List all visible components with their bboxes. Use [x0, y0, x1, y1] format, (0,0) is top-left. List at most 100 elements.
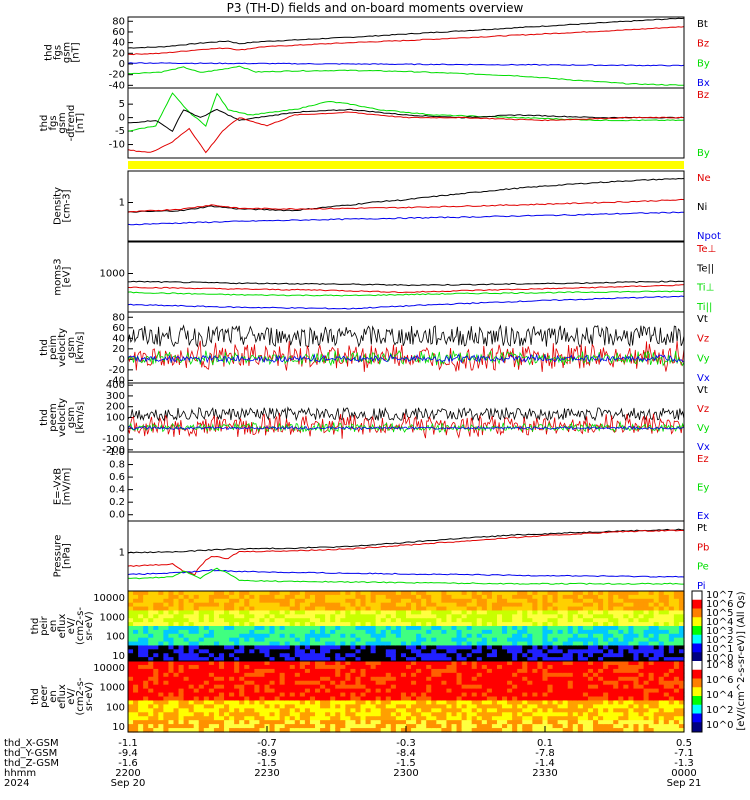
spectrogram-cell: [128, 618, 134, 623]
spectrogram-cell: [133, 664, 139, 670]
spectrogram-cell: [158, 688, 164, 694]
spectrogram-cell: [390, 633, 397, 639]
spectrogram-cell: [557, 622, 564, 627]
spectrogram-cell: [234, 598, 240, 604]
spectrogram-cell: [360, 645, 367, 650]
y-axis-label: sr-eV): [84, 682, 95, 711]
spectrogram-cell: [203, 676, 210, 682]
spectrogram-cell: [456, 641, 463, 647]
spectrogram-cell: [618, 688, 624, 694]
legend-Pe: Pe: [697, 562, 709, 573]
spectrogram-cell: [395, 629, 402, 635]
spectrogram-cell: [618, 728, 624, 733]
series-By: [127, 65, 684, 86]
spectrogram-cell: [294, 680, 301, 686]
spectrogram-cell: [471, 712, 478, 717]
spectrogram-cell: [552, 602, 559, 608]
spectrogram-cell: [345, 704, 351, 709]
legend-Vz: Vz: [697, 404, 709, 415]
spectrogram-cell: [527, 716, 533, 721]
spectrogram-cell: [163, 712, 170, 717]
spectrogram-cell: [476, 696, 483, 702]
spectrogram-cell: [673, 645, 680, 650]
spectrogram-cell: [148, 724, 154, 729]
spectrogram-cell: [603, 645, 609, 650]
spectrogram-cell: [491, 680, 498, 686]
spectrogram-cell: [309, 653, 316, 658]
spectrogram-cell: [451, 680, 458, 686]
spectrogram-cell: [400, 676, 407, 682]
spectrogram-cell: [309, 614, 316, 619]
spectrogram-cell: [507, 626, 513, 631]
spectrogram-cell: [284, 614, 291, 619]
spectrogram-cell: [567, 688, 574, 694]
spectrogram-cell: [547, 720, 554, 725]
spectrogram-cell: [350, 653, 357, 658]
spectrogram-cell: [431, 649, 437, 654]
spectrogram-cell: [431, 637, 437, 643]
spectrogram-cell: [593, 618, 599, 623]
spectrogram-cell: [229, 653, 235, 658]
spectrogram-cell: [274, 704, 281, 709]
spectrogram-cell: [183, 672, 190, 678]
spectrogram-cell: [532, 692, 539, 698]
spectrogram-cell: [678, 680, 685, 686]
spectrogram-cell: [178, 661, 185, 666]
spectrogram-cell: [436, 728, 442, 733]
spectrogram-cell: [613, 680, 619, 686]
spectrogram-cell: [239, 622, 245, 627]
spectrogram-cell: [259, 594, 266, 600]
spectrogram-cell: [663, 602, 670, 608]
spectrogram-cell: [527, 641, 533, 647]
spectrogram-cell: [153, 728, 159, 733]
spectrogram-cell: [345, 684, 351, 690]
spectrogram-cell: [668, 629, 675, 635]
spectrogram-cell: [395, 672, 402, 678]
spectrogram-cell: [431, 708, 437, 713]
spectrogram-cell: [471, 664, 478, 670]
spectrogram-cell: [234, 653, 240, 658]
spectrogram-cell: [502, 598, 508, 604]
spectrogram-cell: [289, 606, 296, 612]
spectrogram-cell: [517, 661, 523, 666]
spectrogram-cell: [618, 637, 624, 643]
spectrogram-cell: [148, 664, 154, 670]
y-axis-label: Pressure: [53, 535, 64, 578]
spectrogram-cell: [178, 684, 185, 690]
spectrogram-cell: [593, 661, 599, 666]
spectrogram-cell: [203, 688, 210, 694]
spectrogram-cell: [603, 653, 609, 658]
spectrogram-cell: [289, 622, 296, 627]
spectrogram-cell: [239, 649, 245, 654]
spectrogram-cell: [532, 622, 539, 627]
spectrogram-cell: [309, 633, 316, 639]
spectrogram-cell: [623, 614, 629, 619]
spectrogram-cell: [507, 684, 513, 690]
spectrogram-cell: [476, 704, 483, 709]
spectrogram-cell: [577, 668, 584, 674]
spectrogram-cell: [406, 602, 412, 608]
spectrogram-cell: [547, 728, 554, 733]
spectrogram-cell: [406, 664, 412, 670]
spectrogram-cell: [527, 598, 533, 604]
spectrogram-cell: [254, 684, 261, 690]
spectrogram-cell: [593, 696, 599, 702]
spectrogram-cell: [309, 688, 316, 694]
spectrogram-cell: [254, 591, 261, 596]
spectrogram-cell: [390, 649, 397, 654]
spectrogram-cell: [537, 610, 544, 615]
spectrogram-cell: [598, 606, 604, 612]
spectrogram-cell: [416, 680, 422, 686]
spectrogram-cell: [138, 664, 144, 670]
spectrogram-cell: [340, 708, 346, 713]
spectrogram-cell: [163, 618, 170, 623]
x-tick-label: 2200: [115, 768, 140, 779]
spectrogram-cell: [582, 645, 589, 650]
spectrogram-cell: [234, 622, 240, 627]
spectrogram-cell: [148, 704, 154, 709]
spectrogram-cell: [330, 716, 336, 721]
spectrogram-cell: [254, 708, 261, 713]
spectrogram-cell: [648, 614, 655, 619]
spectrogram-cell: [587, 676, 594, 682]
spectrogram-cell: [254, 618, 261, 623]
